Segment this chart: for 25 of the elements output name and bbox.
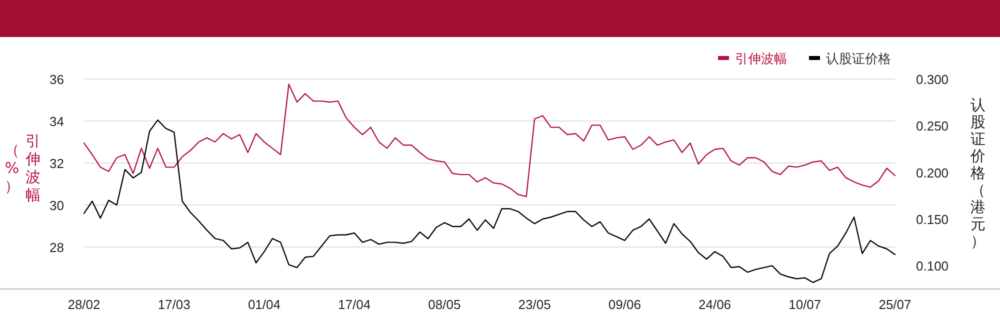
- legend-label: 引伸波幅: [735, 52, 787, 67]
- x-tick-label: 28/02: [68, 297, 100, 312]
- y2-tick-label: 0.150: [916, 212, 949, 227]
- x-tick-label: 25/07: [878, 297, 912, 312]
- legend-label: 认股证价格: [826, 52, 891, 67]
- x-tick-label: 08/05: [428, 297, 461, 312]
- y-tick-label: 30: [50, 198, 64, 213]
- y2-tick-label: 0.250: [916, 118, 949, 134]
- y-tick-label: 28: [50, 240, 64, 255]
- x-tick-label: 17/03: [158, 297, 190, 312]
- y2-tick-label: 0.300: [916, 72, 949, 87]
- y-tick-label: 32: [50, 156, 64, 171]
- x-tick-label: 17/04: [338, 297, 371, 312]
- line-series: [83, 84, 896, 198]
- x-tick-label: 23/05: [518, 297, 551, 312]
- x-tick-label: 09/06: [608, 297, 641, 312]
- text: 认股证价格（港元）: [970, 96, 986, 250]
- y2-tick-label: 0.200: [916, 165, 949, 180]
- x-tick-label: 24/06: [698, 297, 732, 312]
- x-tick-label: 01/04: [248, 297, 280, 312]
- y2-tick-label: 0.100: [916, 258, 949, 274]
- y-tick-label: 36: [50, 72, 64, 87]
- line-series: [83, 119, 896, 284]
- y-tick-label: 34: [50, 114, 64, 129]
- x-tick-label: 10/07: [788, 297, 822, 312]
